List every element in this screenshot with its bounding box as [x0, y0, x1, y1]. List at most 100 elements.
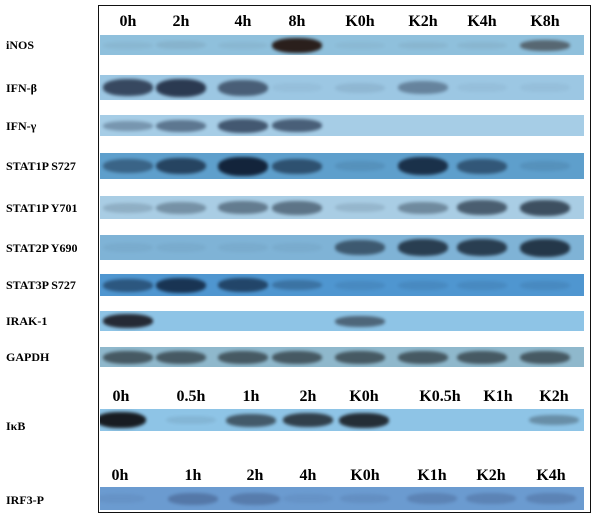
lane-header: K0.5h — [419, 388, 461, 405]
blot-band — [398, 351, 448, 364]
blot-band — [156, 243, 206, 252]
blot-band — [218, 119, 268, 133]
blot-band — [398, 281, 448, 290]
blot-band — [457, 42, 507, 49]
blot-band — [156, 278, 206, 293]
blot-band — [218, 243, 268, 252]
blot-band — [335, 281, 385, 290]
blot-strip — [100, 35, 584, 55]
blot-band — [457, 159, 507, 174]
blot-band — [398, 81, 448, 94]
blot-band — [520, 83, 570, 92]
blot-strip — [100, 75, 584, 100]
blot-band — [218, 42, 268, 49]
blot-band — [398, 157, 448, 175]
row-label: IFN-β — [6, 80, 37, 95]
lane-header: K2h — [539, 388, 569, 405]
blot-band — [526, 493, 576, 504]
row-label: STAT2P Y690 — [6, 240, 78, 255]
blot-band — [340, 494, 390, 503]
blot-strip — [100, 274, 584, 296]
lane-header: K2h — [408, 13, 438, 30]
lane-header: K0h — [345, 13, 375, 30]
blot-band — [272, 243, 322, 252]
row-label: STAT3P S727 — [6, 278, 76, 292]
lane-header: 4h — [234, 13, 252, 30]
blot-band — [335, 161, 385, 171]
blot-band — [520, 281, 570, 290]
blot-band — [156, 79, 206, 97]
lane-header: 0h — [119, 13, 137, 30]
blot-band — [398, 202, 448, 214]
blot-band — [103, 314, 153, 328]
blot-strip — [100, 409, 584, 431]
lane-header: K8h — [530, 13, 560, 30]
lane-header: 1h — [184, 467, 202, 484]
blot-strip — [100, 311, 584, 331]
blot-strip — [100, 347, 584, 367]
blot-band — [466, 493, 516, 504]
blot-band — [398, 42, 448, 49]
blot-band — [103, 203, 153, 213]
blot-band — [272, 201, 322, 215]
blot-strip — [100, 196, 584, 219]
blot-band — [230, 493, 280, 505]
lane-header: 2h — [246, 467, 264, 484]
blot-band — [272, 119, 322, 132]
lane-header: K0h — [349, 388, 379, 405]
blot-band — [100, 494, 145, 503]
blot-band — [457, 239, 507, 256]
lane-header: K4h — [467, 13, 497, 30]
lane-header: 0h — [111, 467, 129, 484]
blot-band — [272, 280, 322, 290]
blot-band — [218, 80, 268, 96]
row-label: STAT1P Y701 — [6, 200, 78, 215]
row-label: iNOS — [6, 38, 35, 52]
blot-band — [103, 279, 153, 292]
row-label: IFN-γ — [6, 118, 37, 133]
blot-band — [218, 278, 268, 292]
blot-band — [407, 493, 457, 504]
lane-header: K1h — [417, 467, 447, 484]
row-label: GAPDH — [6, 350, 50, 364]
blot-band — [457, 83, 507, 92]
blot-band — [457, 200, 507, 215]
lane-header: K2h — [476, 467, 506, 484]
blot-band — [226, 414, 276, 427]
blot-band — [103, 351, 153, 364]
lane-header: 2h — [299, 388, 317, 405]
row-label: IRAK-1 — [6, 314, 48, 328]
blot-band — [156, 351, 206, 364]
blot-band — [156, 202, 206, 214]
blot-band — [272, 159, 322, 174]
blot-band — [457, 351, 507, 364]
blot-band — [218, 201, 268, 214]
blot-band — [520, 40, 570, 51]
blot-strip — [100, 235, 584, 260]
lane-header: 0.5h — [176, 388, 206, 405]
blot-band — [283, 413, 333, 427]
blot-band — [103, 121, 153, 131]
blot-band — [156, 120, 206, 132]
blot-band — [520, 351, 570, 364]
blot-band — [103, 159, 153, 173]
blot-band — [335, 42, 385, 49]
blot-band — [166, 416, 216, 424]
lane-header: K4h — [536, 467, 566, 484]
row-label: STAT1P S727 — [6, 159, 76, 173]
blot-band — [272, 38, 322, 53]
blot-strip — [100, 115, 584, 136]
blot-band — [283, 494, 333, 503]
lane-header: 0h — [112, 388, 130, 405]
blot-band — [272, 83, 322, 92]
blot-band — [103, 42, 153, 49]
blot-band — [100, 412, 146, 428]
blot-band — [335, 240, 385, 255]
lane-header: K1h — [483, 388, 513, 405]
blot-band — [457, 281, 507, 290]
row-label: IRF3-P — [6, 493, 44, 507]
blot-band — [218, 351, 268, 364]
blot-band — [168, 493, 218, 505]
blot-strip — [100, 487, 584, 510]
